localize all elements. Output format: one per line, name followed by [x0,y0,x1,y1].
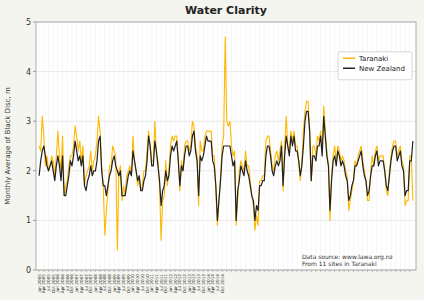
x-grid-line [118,22,119,270]
x-grid-line [254,22,255,270]
legend-entry: Taranaki [358,55,388,63]
x-grid-line [151,22,152,270]
x-grid-line [193,22,194,270]
x-grid-line [264,22,265,270]
x-grid-line [57,22,58,270]
annotation: Data source: www.lawa.org.nzFrom 11 site… [302,253,393,268]
x-grid-line [137,22,138,270]
x-grid-line [245,22,246,270]
background [0,0,424,300]
y-grid-line [36,170,416,171]
x-grid-line [71,22,72,270]
legend-swatch [343,58,355,60]
x-grid-line [128,22,129,270]
x-grid-line [142,22,143,270]
plot-area [36,22,416,270]
x-grid-line [250,22,251,270]
y-tick-label: 2 [26,167,31,176]
x-grid-line [236,22,237,270]
x-grid-line [208,22,209,270]
legend-box [338,52,412,80]
x-grid-line [90,22,91,270]
x-grid-line [217,22,218,270]
x-grid-line [329,22,330,270]
x-grid-line [114,22,115,270]
y-tick [33,170,36,171]
title: Water Clarity [185,4,267,17]
y-tick [33,71,36,72]
x-grid-line [278,22,279,270]
annotation-line: From 11 sites in Taranaki [302,260,377,267]
y-tick [33,22,36,23]
axes: 012345Jan 2005Apr 2005Jul 2005Oct 2005Ja… [26,18,416,293]
x-grid-line [273,22,274,270]
series-line [39,111,413,220]
y-grid-line [36,121,416,122]
legend-entry: New Zealand [359,65,405,73]
x-grid-line [259,22,260,270]
x-grid-line [67,22,68,270]
y-tick [33,121,36,122]
y-tick-label: 3 [26,117,31,126]
x-grid-line [283,22,284,270]
x-grid-line [109,22,110,270]
legend: Taranaki New Zealand [338,52,412,80]
x-grid-line [198,22,199,270]
y-tick [33,270,36,271]
legend-swatch [343,68,355,70]
y-axis-label: Monthly Average of Black Disc, m [4,87,12,205]
series-line [39,37,413,250]
x-grid-line [95,22,96,270]
x-tick-label: Oct 2014 [220,274,225,294]
x-grid-line [306,22,307,270]
grid [36,22,416,270]
x-grid-line [123,22,124,270]
x-grid-line [311,22,312,270]
y-grid-line [36,220,416,221]
lines [39,37,413,250]
y-tick-label: 0 [26,266,31,275]
y-tick-label: 5 [26,18,31,27]
x-grid-line [179,22,180,270]
x-grid-line [53,22,54,270]
x-grid-line [48,22,49,270]
x-grid-line [81,22,82,270]
plot-frame [36,22,416,270]
y-tick-label: 4 [26,68,31,77]
x-grid-line [165,22,166,270]
chart-container: 012345Jan 2005Apr 2005Jul 2005Oct 2005Ja… [0,0,424,300]
x-grid-line [86,22,87,270]
x-grid-line [240,22,241,270]
y-tick [33,220,36,221]
y-tick-label: 1 [26,216,31,225]
chart-svg: 012345Jan 2005Apr 2005Jul 2005Oct 2005Ja… [0,0,424,300]
